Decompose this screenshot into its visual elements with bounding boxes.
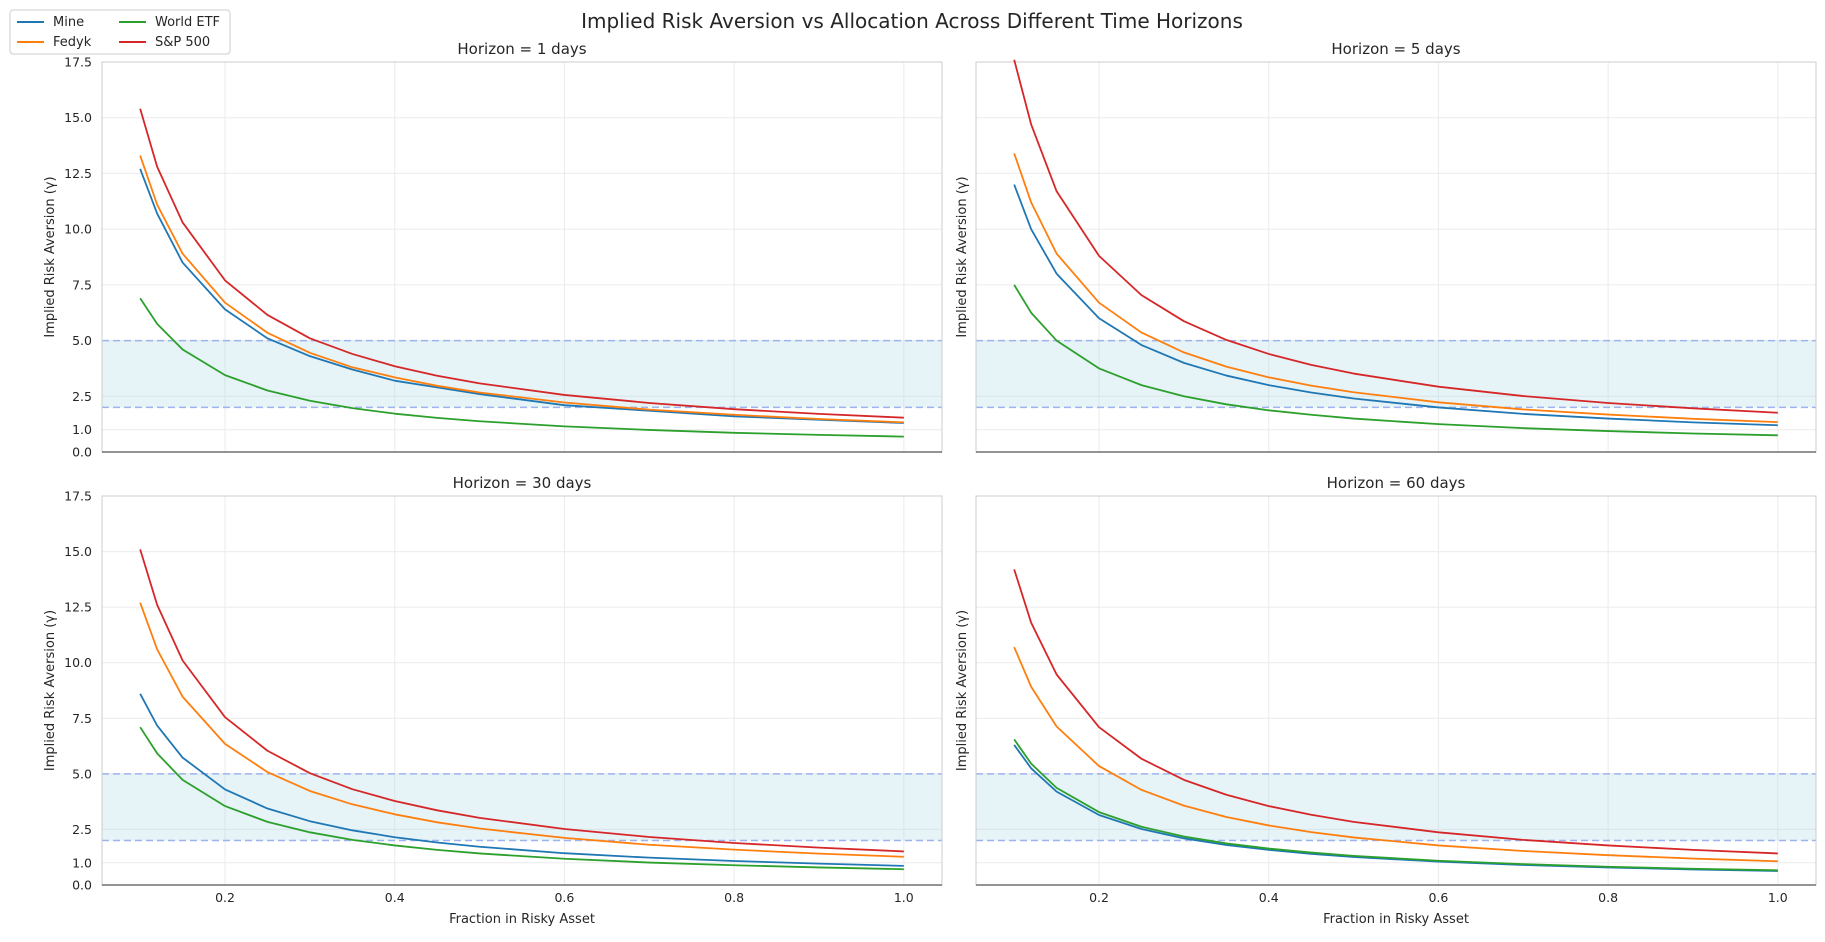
legend-label-fedyk: Fedyk — [53, 35, 92, 50]
y-tick-label: 0.0 — [72, 878, 92, 893]
figure-title: Implied Risk Aversion vs Allocation Acro… — [581, 9, 1243, 33]
subplot-title: Horizon = 30 days — [453, 474, 592, 492]
series-line-sp-500 — [139, 549, 904, 853]
y-tick-label: 12.5 — [64, 600, 92, 615]
series-line-fedyk — [1013, 646, 1778, 863]
subplot-horizon-5-days: Horizon = 5 days Implied Risk Aversion (γ… — [955, 40, 1817, 453]
y-tick-label: 7.5 — [72, 711, 92, 726]
series-line-world-etf — [139, 297, 904, 438]
x-tick-label: 0.8 — [1598, 890, 1618, 905]
series-line-mine — [139, 168, 904, 424]
series-line-mine — [1013, 184, 1778, 427]
x-tick-label: 0.8 — [724, 890, 744, 905]
series-line-sp-500 — [1013, 59, 1778, 414]
x-tick-label: 0.6 — [554, 890, 574, 905]
subplot-title: Horizon = 60 days — [1327, 474, 1466, 492]
y-axis-label: Implied Risk Aversion (γ) — [955, 176, 970, 337]
y-axis-label: Implied Risk Aversion (γ) — [43, 176, 58, 337]
legend-box — [9, 9, 231, 55]
y-tick-label: 0.0 — [72, 445, 92, 460]
y-tick-label: 15.0 — [64, 544, 92, 559]
x-tick-label: 0.4 — [385, 890, 405, 905]
series-line-mine — [139, 693, 904, 867]
legend-label-mine: Mine — [53, 15, 84, 30]
subplot-horizon-30-days: Horizon = 30 days 0.0 1.0 2.5 5.0 7.5 10.0 12.5… — [43, 474, 943, 927]
reference-band — [976, 340, 1816, 408]
legend: Mine Fedyk World ETF S&P 500 — [9, 9, 231, 55]
y-tick-label: 5.0 — [72, 766, 92, 781]
series-line-fedyk — [1013, 153, 1778, 424]
y-tick-label: 5.0 — [72, 333, 92, 348]
y-tick-label: 2.5 — [72, 389, 92, 404]
series-line-sp-500 — [1013, 569, 1778, 855]
subplot-horizon-1-days: Horizon = 1 days 0.0 1.0 2.5 5.0 7.5 10.0 12.5 1… — [43, 40, 943, 460]
x-tick-label: 0.2 — [1089, 890, 1109, 905]
series-line-fedyk — [139, 155, 904, 424]
y-axis-label: Implied Risk Aversion (γ) — [955, 610, 970, 771]
subplot-horizon-60-days: Horizon = 60 days 0.2 0.4 0.6 0.8 1.0 Implied … — [955, 474, 1817, 927]
series-line-world-etf — [139, 726, 904, 871]
y-tick-label: 10.0 — [64, 655, 92, 670]
x-tick-label: 0.4 — [1259, 890, 1279, 905]
y-tick-label: 2.5 — [72, 822, 92, 837]
y-tick-label: 17.5 — [64, 55, 92, 70]
y-tick-label: 17.5 — [64, 489, 92, 504]
reference-band — [976, 773, 1816, 841]
series-line-world-etf — [1013, 284, 1778, 437]
subplot-title: Horizon = 5 days — [1331, 40, 1460, 58]
y-axis-label: Implied Risk Aversion (γ) — [43, 610, 58, 771]
legend-label-world-etf: World ETF — [155, 15, 220, 30]
x-tick-label: 0.2 — [215, 890, 235, 905]
y-tick-label: 10.0 — [64, 222, 92, 237]
x-axis-label: Fraction in Risky Asset — [449, 912, 595, 927]
series-line-world-etf — [1013, 738, 1778, 872]
y-tick-label: 1.0 — [72, 422, 92, 437]
subplot-title: Horizon = 1 days — [457, 40, 586, 58]
reference-band — [102, 773, 942, 841]
reference-band — [102, 340, 942, 408]
y-tick-label: 15.0 — [64, 110, 92, 125]
series-line-fedyk — [139, 602, 904, 858]
y-tick-label: 7.5 — [72, 277, 92, 292]
x-tick-label: 1.0 — [894, 890, 914, 905]
y-tick-label: 1.0 — [72, 855, 92, 870]
legend-label-sp500: S&P 500 — [155, 35, 210, 50]
x-tick-label: 0.6 — [1428, 890, 1448, 905]
x-tick-label: 1.0 — [1768, 890, 1788, 905]
series-line-sp-500 — [139, 108, 904, 419]
y-tick-label: 12.5 — [64, 166, 92, 181]
x-axis-label: Fraction in Risky Asset — [1323, 912, 1469, 927]
